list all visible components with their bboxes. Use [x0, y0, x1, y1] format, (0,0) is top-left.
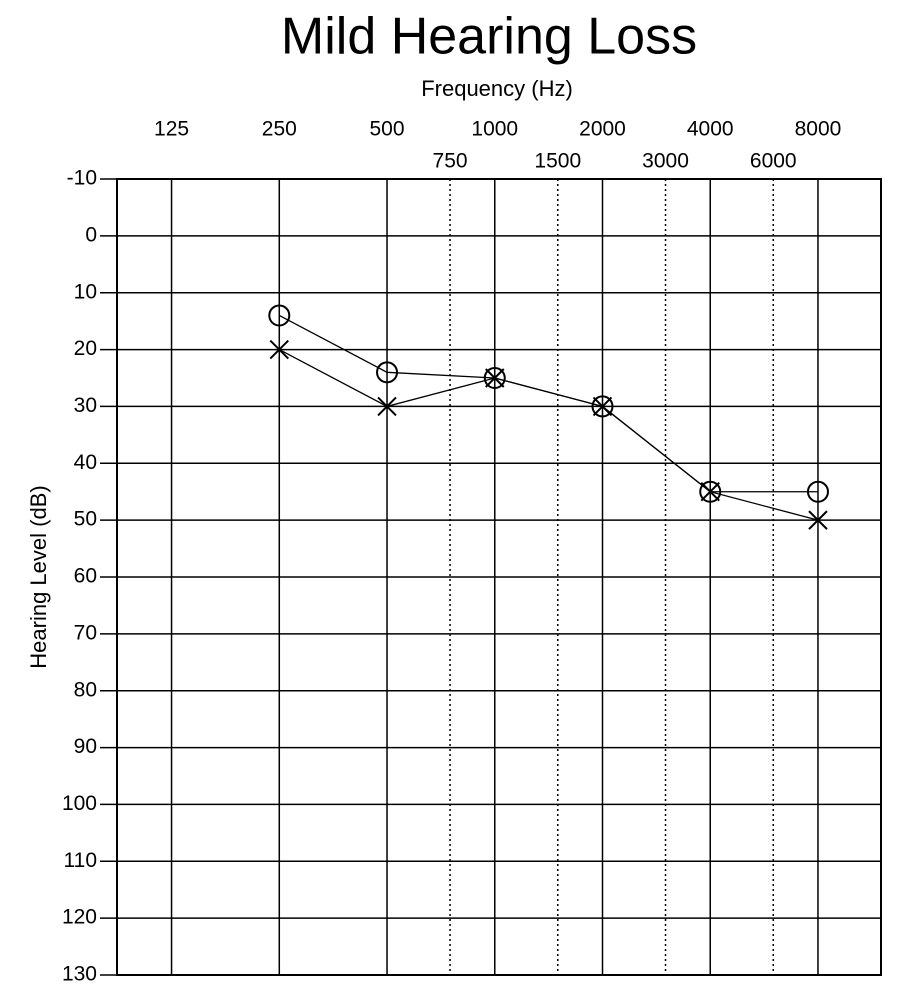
x-tick-label: 1000 — [471, 118, 518, 141]
y-tick-label: 110 — [64, 849, 97, 872]
circle-marker — [591, 395, 614, 418]
y-tick-label: 50 — [74, 508, 97, 531]
cross-marker — [377, 396, 397, 417]
x-tick-label: 125 — [154, 118, 189, 141]
circle-marker — [483, 367, 506, 389]
x-minor-tick-label: 750 — [433, 150, 468, 173]
cross-marker — [485, 368, 505, 388]
x-minor-tick-label: 3000 — [642, 150, 689, 173]
y-tick-label: 60 — [74, 565, 97, 588]
y-tick-label: 20 — [74, 337, 97, 360]
y-tick-label: 130 — [62, 963, 97, 986]
x-minor-tick-label: 1500 — [534, 150, 581, 173]
cross-marker — [700, 482, 720, 502]
y-tick-label: 90 — [74, 735, 97, 758]
chart-title: Mild Hearing Loss — [281, 8, 697, 66]
y-tick-label: 80 — [74, 678, 97, 701]
x-axis-label: Frequency (Hz) — [421, 76, 573, 101]
circle-marker — [376, 361, 399, 384]
x-tick-label: 2000 — [579, 118, 626, 141]
cross-marker — [592, 396, 613, 417]
y-axis-label: Hearing Level (dB) — [26, 485, 51, 668]
x-tick-label: 500 — [370, 118, 405, 141]
y-tick-label: 10 — [74, 280, 97, 303]
plot-frame — [116, 178, 882, 976]
x-tick-label: 8000 — [795, 118, 842, 141]
y-tick-label: 0 — [85, 223, 97, 246]
y-tick-label: 100 — [62, 792, 97, 815]
circle-marker — [699, 480, 722, 503]
y-tick-label: 70 — [74, 621, 97, 644]
circle-marker — [806, 480, 829, 503]
y-tick-label: 30 — [74, 394, 97, 417]
cross-marker — [808, 510, 828, 530]
cross-marker — [269, 339, 289, 360]
y-tick-label: 120 — [62, 906, 97, 929]
series-line — [278, 314, 818, 493]
y-tick-label: -10 — [67, 167, 97, 190]
series-line — [278, 348, 819, 521]
x-tick-label: 4000 — [687, 118, 734, 141]
circle-marker — [268, 304, 291, 327]
x-tick-label: 250 — [262, 118, 297, 141]
x-minor-tick-label: 6000 — [750, 150, 797, 173]
y-tick-label: 40 — [74, 451, 97, 474]
